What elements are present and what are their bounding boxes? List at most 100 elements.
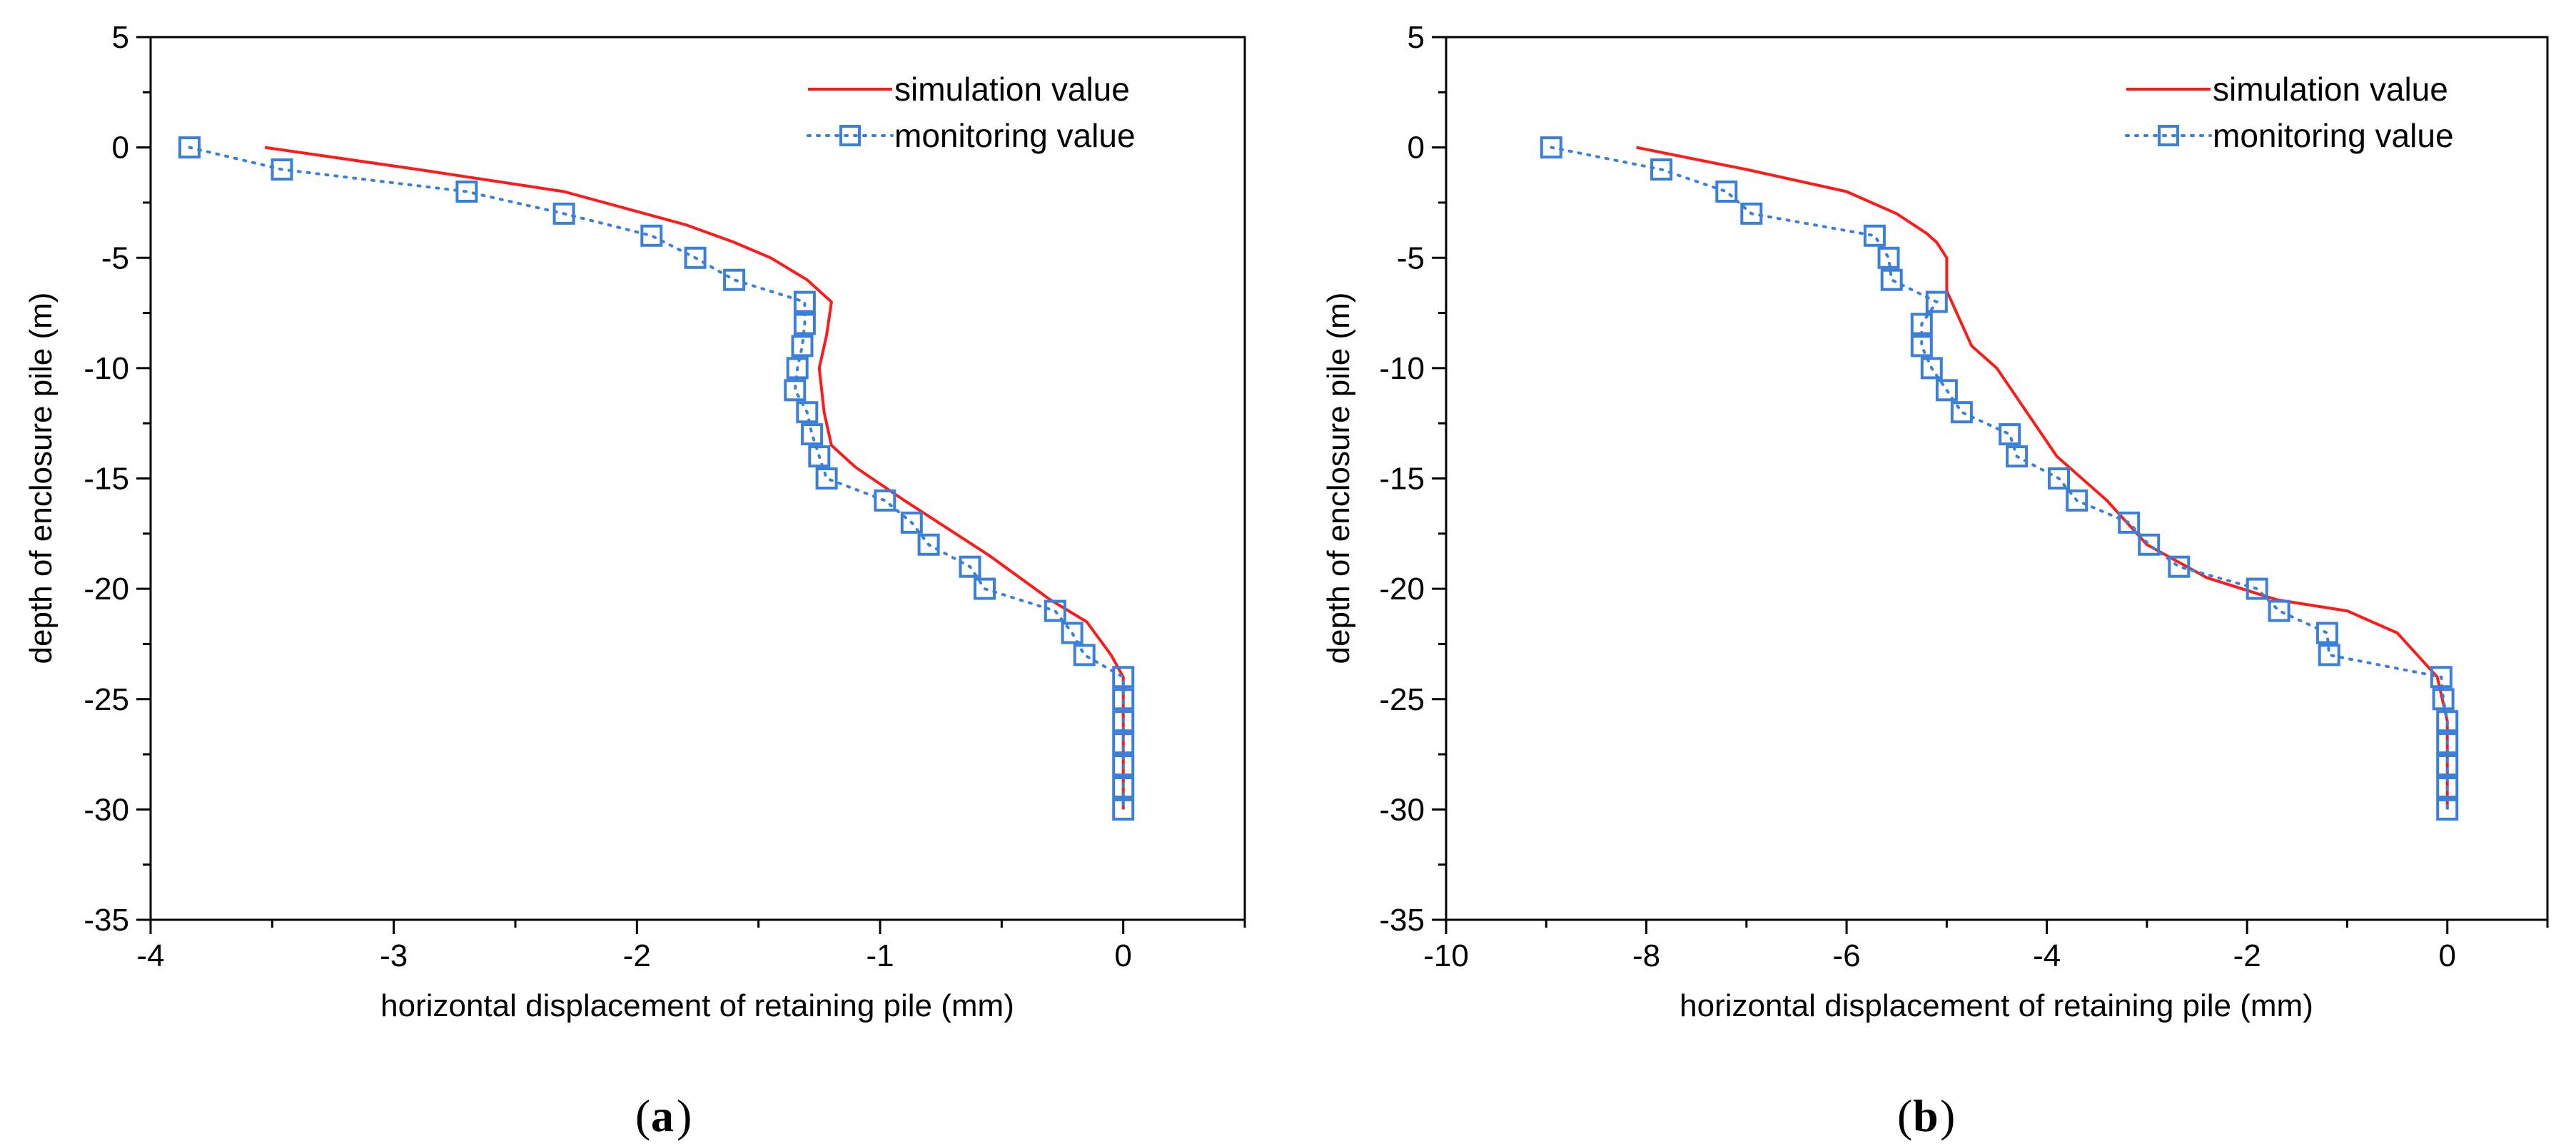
monitoring-marker [640,224,663,247]
axis-ticks [1432,36,2549,934]
monitoring-marker [1540,136,1562,159]
monitoring-marker [793,313,816,335]
monitoring-marker [2048,467,2070,490]
monitoring-series [178,136,1135,821]
monitoring-marker [1112,776,1135,798]
monitoring-marker [815,467,838,490]
monitoring-marker [1112,754,1135,776]
monitoring-marker [1877,246,1900,269]
plot-frame [149,36,1246,921]
x-tick-label: -10 [1423,938,1469,973]
monitoring-marker [917,533,940,556]
y-tick-label: -30 [1379,792,1425,827]
axis-ticks [136,36,1246,934]
y-tick-label: 0 [1408,131,1425,166]
monitoring-marker [455,181,478,203]
plot-frame [1445,36,2549,921]
legend: simulation value monitoring value [2125,71,2454,154]
monitoring-marker [784,379,807,402]
monitoring-marker [1061,622,1084,644]
y-tick-label: 5 [112,20,129,55]
monitoring-marker [796,401,819,424]
monitoring-line [188,146,1125,811]
y-tick-label: 5 [1408,20,1425,55]
chart-panel-a: -4 -3 -2 -1 0 50-5-10-15-20-25-30-35 horizon… [24,20,1246,1141]
monitoring-line [1550,146,2449,811]
monitoring-marker [1650,158,1673,181]
simulation-series [1636,146,2449,810]
monitoring-marker [2006,445,2029,468]
y-tick-labels: 5 0 -5 -10 -15 -20 -25 -30 -35 [84,20,129,938]
monitoring-marker [1044,599,1066,622]
caption-close-paren: ) [1940,1090,1955,1141]
x-tick-labels: -10 -8 -6 -4 -2 0 [1423,938,2456,973]
monitoring-marker [1925,290,1948,313]
y-tick-label: -10 [84,351,129,386]
x-tick-label: -2 [623,938,651,973]
y-tick-label: -35 [1379,903,1425,938]
monitoring-marker [1910,335,1933,358]
monitoring-marker [2318,644,2340,666]
x-tick-label: -6 [1833,938,1861,973]
caption-open-paren: ( [635,1090,650,1141]
y-tick-label: -20 [1379,572,1425,607]
monitoring-marker [2315,622,2338,644]
x-tick-label: -8 [1632,938,1660,973]
monitoring-marker [723,268,746,291]
legend-monitoring-label: monitoring value [2213,117,2454,154]
monitoring-series [1540,136,2459,821]
monitoring-marker [2436,754,2459,776]
monitoring-marker [786,357,809,380]
y-tick-label: -15 [84,462,129,497]
y-tick-label: -25 [84,682,129,717]
y-tick-label: 0 [112,131,129,166]
monitoring-marker [552,202,575,225]
monitoring-marker [684,246,707,269]
monitoring-marker [2436,776,2459,798]
caption-close-paren: ) [677,1090,692,1141]
monitoring-marker [1920,357,1943,380]
monitoring-marker [801,423,824,446]
legend-simulation-label: simulation value [2213,71,2448,108]
y-tick-labels: 5 0 -5 -10 -15 -20 -25 -30 -35 [1379,20,1425,938]
monitoring-marker [808,445,831,468]
monitoring-marker [791,335,814,358]
legend-monitoring-marker [839,125,861,146]
monitoring-marker [1950,401,1973,424]
y-tick-label: -35 [84,903,129,938]
monitoring-marker [1935,379,1958,402]
monitoring-marker [2432,688,2455,711]
x-tick-label: -4 [2033,938,2061,973]
monitoring-marker [1740,202,1763,225]
y-tick-label: -5 [101,240,129,275]
x-tick-label: 0 [1114,938,1131,973]
simulation-line [1636,146,2449,810]
legend-simulation-label: simulation value [894,71,1130,108]
x-axis-label: horizontal displacement of retaining pil… [1680,988,2313,1023]
monitoring-marker [2168,555,2191,578]
simulation-series [264,146,1125,810]
x-tick-label: 0 [2438,938,2455,973]
simulation-line [264,146,1125,810]
monitoring-marker [974,577,996,600]
monitoring-marker [1999,423,2021,446]
x-tick-label: -4 [136,938,164,973]
legend: simulation value monitoring value [807,71,1136,154]
panel-caption: ( b ) [1897,1090,1955,1141]
y-tick-label: -30 [84,792,129,827]
monitoring-marker [2430,666,2453,689]
monitoring-marker [1715,181,1738,203]
monitoring-marker [178,136,201,159]
monitoring-marker [2268,599,2290,622]
monitoring-marker [2118,511,2141,534]
monitoring-marker [271,158,293,181]
monitoring-marker [1112,798,1135,821]
x-tick-label: -1 [866,938,894,973]
monitoring-marker [874,489,896,512]
x-axis-label: horizontal displacement of retaining pil… [380,988,1014,1023]
chart-panel-b: -10 -8 -6 -4 -2 0 50-5-10-15-20-25-30-35 hori… [1321,20,2549,1141]
monitoring-marker [1112,710,1135,733]
monitoring-marker [1880,268,1903,291]
caption-letter: a [651,1090,674,1141]
